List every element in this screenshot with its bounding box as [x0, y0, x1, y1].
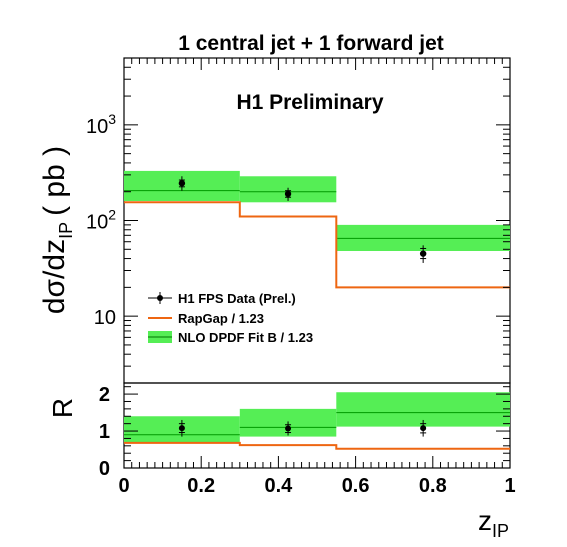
ratio-y-tick-label: 1	[99, 421, 110, 443]
main-y-tick-label: 103	[86, 111, 116, 138]
ratio-data-point-0	[178, 425, 185, 432]
legend-data-marker	[157, 295, 163, 301]
ratio-data-point-1	[285, 425, 292, 432]
x-tick-label: 0.4	[264, 475, 293, 497]
legend: H1 FPS Data (Prel.) RapGap / 1.23 NLO DP…	[148, 291, 313, 345]
legend-entry-nlo: NLO DPDF Fit B / 1.23	[148, 330, 313, 345]
ratio-rapgap-step-line	[124, 441, 510, 450]
data-point-1	[284, 190, 292, 198]
legend-label-rapgap: RapGap / 1.23	[178, 311, 264, 326]
data-point-2	[419, 250, 427, 257]
x-tick-label: 1	[504, 475, 515, 497]
x-axis-label: zIP	[478, 505, 509, 541]
ratio-y-axis-label: R	[47, 398, 78, 418]
data-point-0	[178, 180, 186, 187]
legend-label-data: H1 FPS Data (Prel.)	[178, 291, 296, 306]
ratio-plot-area: 0 1 2 0 0.2 0.4 0.6 0.8 1	[99, 384, 516, 497]
preliminary-label: H1 Preliminary	[236, 91, 383, 114]
rapgap-step-line	[124, 201, 510, 289]
x-tick-label: 0.2	[187, 475, 215, 497]
x-tick-label: 0	[118, 475, 129, 497]
ratio-y-tick-label: 2	[99, 384, 110, 406]
main-plot-area: 10 102 103	[86, 57, 511, 384]
ratio-y-tick-label: 0	[99, 458, 110, 480]
chart-title: 1 central jet + 1 forward jet	[178, 32, 444, 55]
x-tick-label: 0.8	[419, 475, 447, 497]
x-tick-label: 0.6	[342, 475, 370, 497]
legend-entry-data: H1 FPS Data (Prel.)	[148, 291, 296, 306]
legend-label-nlo: NLO DPDF Fit B / 1.23	[178, 330, 313, 345]
main-y-axis-label: dσ/dzIP( pb )	[38, 146, 76, 314]
ratio-data-point-2	[420, 425, 427, 432]
main-y-tick-label: 10	[94, 307, 116, 329]
main-y-tick-label: 102	[86, 207, 116, 234]
legend-entry-rapgap: RapGap / 1.23	[148, 311, 264, 326]
